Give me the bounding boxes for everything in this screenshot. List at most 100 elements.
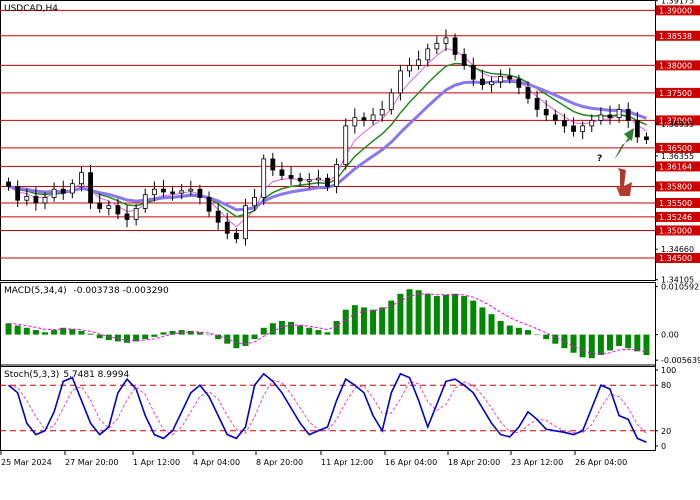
macd-bar xyxy=(497,321,504,335)
macd-bar xyxy=(351,305,358,335)
candle-body xyxy=(534,98,540,110)
price-chart-title: USDCAD,H4 xyxy=(4,4,58,14)
candle-body xyxy=(33,195,39,204)
stoch-values: 5.7481 8.9994 xyxy=(63,370,129,380)
candle-body xyxy=(69,183,75,194)
level-label-bg xyxy=(656,30,700,41)
level-label: 1.37000 xyxy=(659,116,692,125)
level-label: 1.38000 xyxy=(659,61,692,70)
macd-bar xyxy=(169,330,176,335)
candle-body xyxy=(233,232,239,240)
macd-bar xyxy=(233,334,240,349)
macd-values: -0.003738 -0.003290 xyxy=(74,286,170,296)
level-label-bg xyxy=(656,197,700,208)
candle-body xyxy=(562,120,567,127)
macd-bar xyxy=(324,332,331,335)
stoch-axis-label: 80 xyxy=(661,381,671,390)
candle-body xyxy=(42,197,48,204)
candle-body xyxy=(552,114,558,121)
candle-body xyxy=(571,125,576,132)
macd-bar xyxy=(69,329,76,335)
macd-bar xyxy=(543,334,550,340)
candle-body xyxy=(60,188,66,194)
candle-body xyxy=(452,37,458,55)
candle-body xyxy=(24,195,30,201)
candle-body xyxy=(179,190,185,194)
macd-title: MACD(5,34,4) xyxy=(4,286,67,296)
macd-bar xyxy=(142,334,149,340)
time-label: 16 Apr 04:00 xyxy=(385,458,437,467)
candle-body xyxy=(616,109,622,119)
macd-bar xyxy=(625,334,632,349)
macd-bar xyxy=(360,307,367,335)
candle-body xyxy=(124,213,130,220)
macd-bar xyxy=(96,334,103,339)
time-axis: 25 Mar 2024 27 Mar 20:00 1 Apr 12:00 4 Apr … xyxy=(0,451,627,467)
level-label-bg xyxy=(656,225,700,236)
time-label: 4 Apr 04:00 xyxy=(193,458,240,467)
macd-bar xyxy=(42,332,49,335)
macd-bar xyxy=(406,289,413,335)
macd-bar xyxy=(133,334,140,342)
price-panel: 1.39000 1.38538 1.38000 1.37500 1.37000 1.365… xyxy=(0,0,700,285)
stoch-title: Stoch(5,3,3) xyxy=(4,370,59,380)
macd-bar xyxy=(643,334,650,356)
macd-bar xyxy=(187,330,194,335)
macd-bar xyxy=(561,334,568,349)
candle-body xyxy=(461,53,467,66)
macd-bar xyxy=(370,309,377,335)
level-label: 1.35800 xyxy=(659,182,692,191)
macd-bar xyxy=(333,321,340,335)
macd-bar xyxy=(60,327,67,335)
candle-body xyxy=(197,188,203,198)
macd-bar xyxy=(51,330,58,335)
candle-body xyxy=(498,75,504,83)
candle-body xyxy=(206,197,212,212)
candle-body xyxy=(51,188,57,198)
candle-body xyxy=(416,59,422,66)
stoch-axis-label: 0 xyxy=(661,442,666,451)
macd-axis: 0.010592 0.00 -0.005639 xyxy=(655,283,700,365)
candle-body xyxy=(306,179,312,182)
level-label-bg xyxy=(656,161,700,172)
level-label-bg xyxy=(656,252,700,263)
macd-bar xyxy=(552,334,559,344)
price-axis: 1.39175 1.36935 1.36355 1.34660 1.34105 xyxy=(655,0,694,285)
arrow-down-icon xyxy=(616,168,632,196)
macd-axis-label: 0.010592 xyxy=(661,283,699,292)
macd-bar xyxy=(196,332,203,335)
stoch-axis-label: 20 xyxy=(661,427,671,436)
macd-bar xyxy=(470,300,477,335)
macd-bar xyxy=(442,294,449,335)
time-label: 26 Apr 04:00 xyxy=(575,458,627,467)
candle-body xyxy=(297,177,303,182)
candle-body xyxy=(470,64,476,80)
macd-bar xyxy=(397,293,404,335)
macd-axis-label: 0.00 xyxy=(661,331,679,340)
macd-bar xyxy=(488,314,495,335)
candle-body xyxy=(188,188,194,192)
level-label: 1.35246 xyxy=(659,213,692,222)
time-label: 11 Apr 12:00 xyxy=(321,458,373,467)
candle-body xyxy=(589,120,595,127)
macd-bar xyxy=(297,325,304,335)
macd-bar xyxy=(124,334,131,343)
candle-body xyxy=(580,125,586,132)
level-label-bg xyxy=(656,60,700,71)
macd-signal-line xyxy=(8,293,647,355)
macd-bar xyxy=(242,334,249,346)
level-label: 1.34500 xyxy=(659,254,692,263)
macd-bar xyxy=(105,334,112,341)
macd-bar xyxy=(315,330,322,335)
axis-tick-label: 1.36935 xyxy=(661,120,694,129)
macd-bar xyxy=(206,334,213,336)
level-label-bg xyxy=(656,142,700,153)
level-label-bg xyxy=(656,181,700,192)
macd-bar xyxy=(78,330,85,335)
candle-body xyxy=(115,205,121,215)
candle-body xyxy=(407,64,412,72)
candle-body xyxy=(170,191,175,194)
candle-body xyxy=(79,172,84,185)
macd-bar xyxy=(452,293,459,335)
